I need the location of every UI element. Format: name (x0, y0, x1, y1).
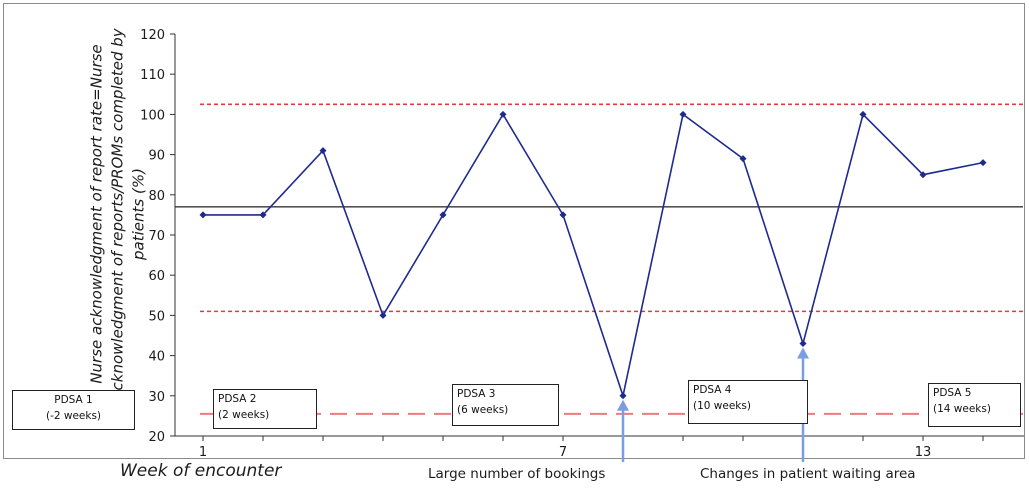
annotation-arrow-head (617, 399, 629, 411)
pdsa-4-title: PDSA 4 (693, 384, 732, 396)
data-point (499, 110, 507, 118)
y-tick-label: 120 (140, 28, 165, 43)
y-tick-label: 50 (148, 309, 165, 324)
annotation-waiting-area: Changes in patient waiting area (700, 466, 916, 482)
data-point (799, 340, 807, 348)
pdsa-2-duration: (2 weeks) (218, 409, 270, 421)
pdsa-1-box: PDSA 1 (-2 weeks) (12, 390, 135, 430)
data-point (439, 211, 447, 219)
pdsa-3-box: PDSA 3 (6 weeks) (452, 384, 559, 426)
x-tick-label: 13 (915, 445, 932, 460)
pdsa-2-box: PDSA 2 (2 weeks) (213, 389, 317, 429)
annotation-arrow-head (797, 347, 809, 359)
x-tick-label: 7 (559, 445, 567, 460)
y-tick-label: 110 (140, 68, 165, 83)
y-tick-label: 80 (148, 189, 165, 204)
series-line (203, 112, 984, 399)
data-point (559, 211, 567, 219)
y-tick-label: 70 (148, 229, 165, 244)
y-tick-label: 20 (148, 430, 165, 445)
y-tick-label: 100 (140, 108, 165, 123)
axes: 20 30 40 50 60 70 80 90 100 110 120 1 7 13 (140, 28, 1024, 460)
pdsa-1-title: PDSA 1 (54, 394, 93, 406)
pdsa-5-box: PDSA 5 (14 weeks) (928, 383, 1021, 427)
series (199, 110, 987, 400)
data-point (859, 110, 867, 118)
chart-frame (3, 3, 1025, 459)
pdsa-1-duration: (-2 weeks) (45, 410, 102, 422)
x-tick-label: 1 (199, 445, 207, 460)
data-point (259, 211, 267, 219)
data-point (979, 159, 987, 167)
pdsa-5-duration: (14 weeks) (933, 403, 991, 415)
data-point (319, 147, 327, 155)
y-tick-label: 40 (148, 350, 165, 365)
data-point (619, 392, 627, 400)
data-point (379, 311, 387, 319)
y-tick-label: 90 (148, 149, 165, 164)
y-tick-label: 60 (148, 269, 165, 284)
annotation-bookings: Large number of bookings (428, 466, 606, 482)
pdsa-4-duration: (10 weeks) (693, 400, 751, 412)
pdsa-5-title: PDSA 5 (933, 387, 972, 399)
x-axis-label: Week of encounter (120, 461, 282, 481)
reference-lines (175, 103, 1023, 415)
pdsa-2-title: PDSA 2 (218, 393, 257, 405)
data-point (679, 110, 687, 118)
data-point (199, 211, 207, 219)
pdsa-3-title: PDSA 3 (457, 388, 496, 400)
pdsa-4-box: PDSA 4 (10 weeks) (688, 380, 808, 424)
data-point (919, 171, 927, 179)
pdsa-3-duration: (6 weeks) (457, 404, 509, 416)
data-point (739, 155, 747, 163)
y-tick-label: 30 (148, 390, 165, 405)
